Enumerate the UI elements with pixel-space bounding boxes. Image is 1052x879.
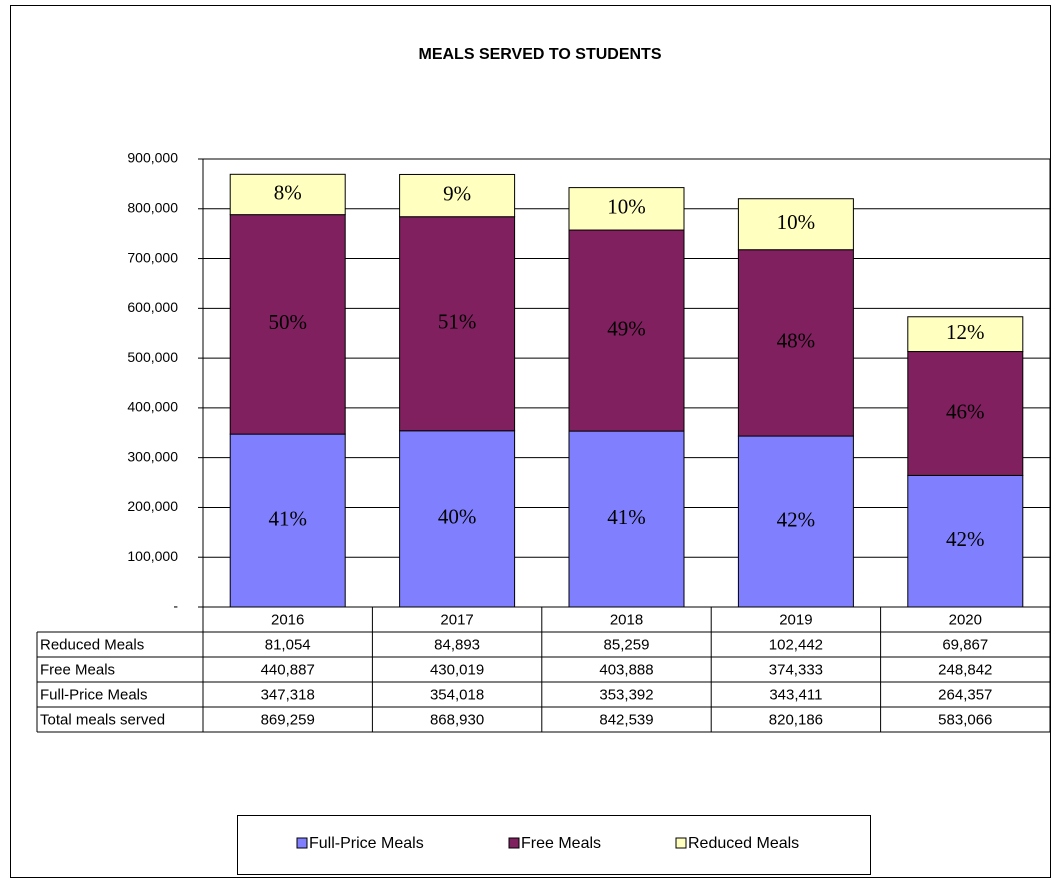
bar-segment	[568, 187, 685, 231]
share-label: 40%	[438, 505, 477, 529]
legend-label: Free Meals	[521, 835, 601, 852]
share-label: 48%	[777, 329, 816, 353]
table-cell: 440,887	[261, 661, 315, 678]
table-cell: 842,539	[599, 711, 653, 728]
table-cell: 102,442	[769, 636, 823, 653]
x-tick-label: 2019	[779, 611, 812, 628]
share-label: 9%	[443, 181, 471, 205]
table-cell: 869,259	[261, 711, 315, 728]
bar-segment	[399, 430, 516, 608]
table-cell: 354,018	[430, 686, 484, 703]
share-label: 12%	[946, 320, 985, 344]
legend-swatch	[296, 837, 308, 849]
y-tick-label: 100,000	[127, 548, 178, 564]
share-label: 42%	[946, 527, 985, 551]
table-cell: 353,392	[599, 686, 653, 703]
share-label: 10%	[607, 195, 646, 219]
table-row-label: Free Meals	[40, 661, 115, 678]
bar-segment	[907, 474, 1024, 608]
share-label: 50%	[268, 310, 307, 334]
bar-segment	[737, 435, 854, 608]
bar-segment	[907, 351, 1024, 476]
table-row-label: Full-Price Meals	[40, 686, 148, 703]
table-cell: 347,318	[261, 686, 315, 703]
legend	[237, 815, 871, 875]
share-label: 42%	[777, 507, 816, 531]
chart-frame	[10, 5, 1051, 878]
table-cell: 81,054	[265, 636, 311, 653]
table-row-label: Total meals served	[40, 711, 165, 728]
bar-segment	[229, 214, 346, 435]
bar-segment	[568, 229, 685, 432]
table-cell: 403,888	[599, 661, 653, 678]
bar-segment	[907, 316, 1024, 353]
table-cell: 374,333	[769, 661, 823, 678]
table-row-label: Reduced Meals	[40, 636, 144, 653]
share-label: 8%	[274, 180, 302, 204]
y-tick-label: 400,000	[127, 399, 178, 415]
table-cell: 84,893	[434, 636, 480, 653]
y-tick-label: -	[173, 598, 178, 614]
y-tick-label: 200,000	[127, 498, 178, 514]
table-cell: 85,259	[604, 636, 650, 653]
share-label: 10%	[777, 210, 816, 234]
y-tick-label: 700,000	[127, 249, 178, 265]
share-label: 46%	[946, 399, 985, 423]
table-cell: 264,357	[938, 686, 992, 703]
bar-segment	[737, 249, 854, 437]
table-cell: 583,066	[938, 711, 992, 728]
bar-segment	[229, 173, 346, 216]
legend-label: Full-Price Meals	[309, 835, 424, 852]
bar-segment	[568, 430, 685, 608]
table-cell: 868,930	[430, 711, 484, 728]
y-tick-label: 500,000	[127, 349, 178, 365]
chart-title: MEALS SERVED TO STUDENTS	[419, 46, 662, 63]
x-tick-label: 2020	[949, 611, 982, 628]
table-cell: 430,019	[430, 661, 484, 678]
bar-segment	[399, 173, 516, 218]
x-tick-label: 2018	[610, 611, 643, 628]
legend-swatch	[675, 837, 687, 849]
share-label: 41%	[268, 506, 307, 530]
legend-label: Reduced Meals	[688, 835, 799, 852]
y-tick-label: 600,000	[127, 299, 178, 315]
share-label: 41%	[607, 505, 646, 529]
share-label: 49%	[607, 316, 646, 340]
table-cell: 248,842	[938, 661, 992, 678]
table-cell: 69,867	[942, 636, 988, 653]
table-cell: 820,186	[769, 711, 823, 728]
x-tick-label: 2017	[440, 611, 473, 628]
table-cell: 343,411	[769, 686, 822, 703]
share-label: 51%	[438, 310, 477, 334]
bar-segment	[737, 198, 854, 251]
y-tick-label: 800,000	[127, 199, 178, 215]
legend-swatch	[508, 837, 520, 849]
y-tick-label: 900,000	[127, 150, 178, 166]
bar-segment	[399, 216, 516, 432]
y-tick-label: 300,000	[127, 448, 178, 464]
x-tick-label: 2016	[271, 611, 304, 628]
